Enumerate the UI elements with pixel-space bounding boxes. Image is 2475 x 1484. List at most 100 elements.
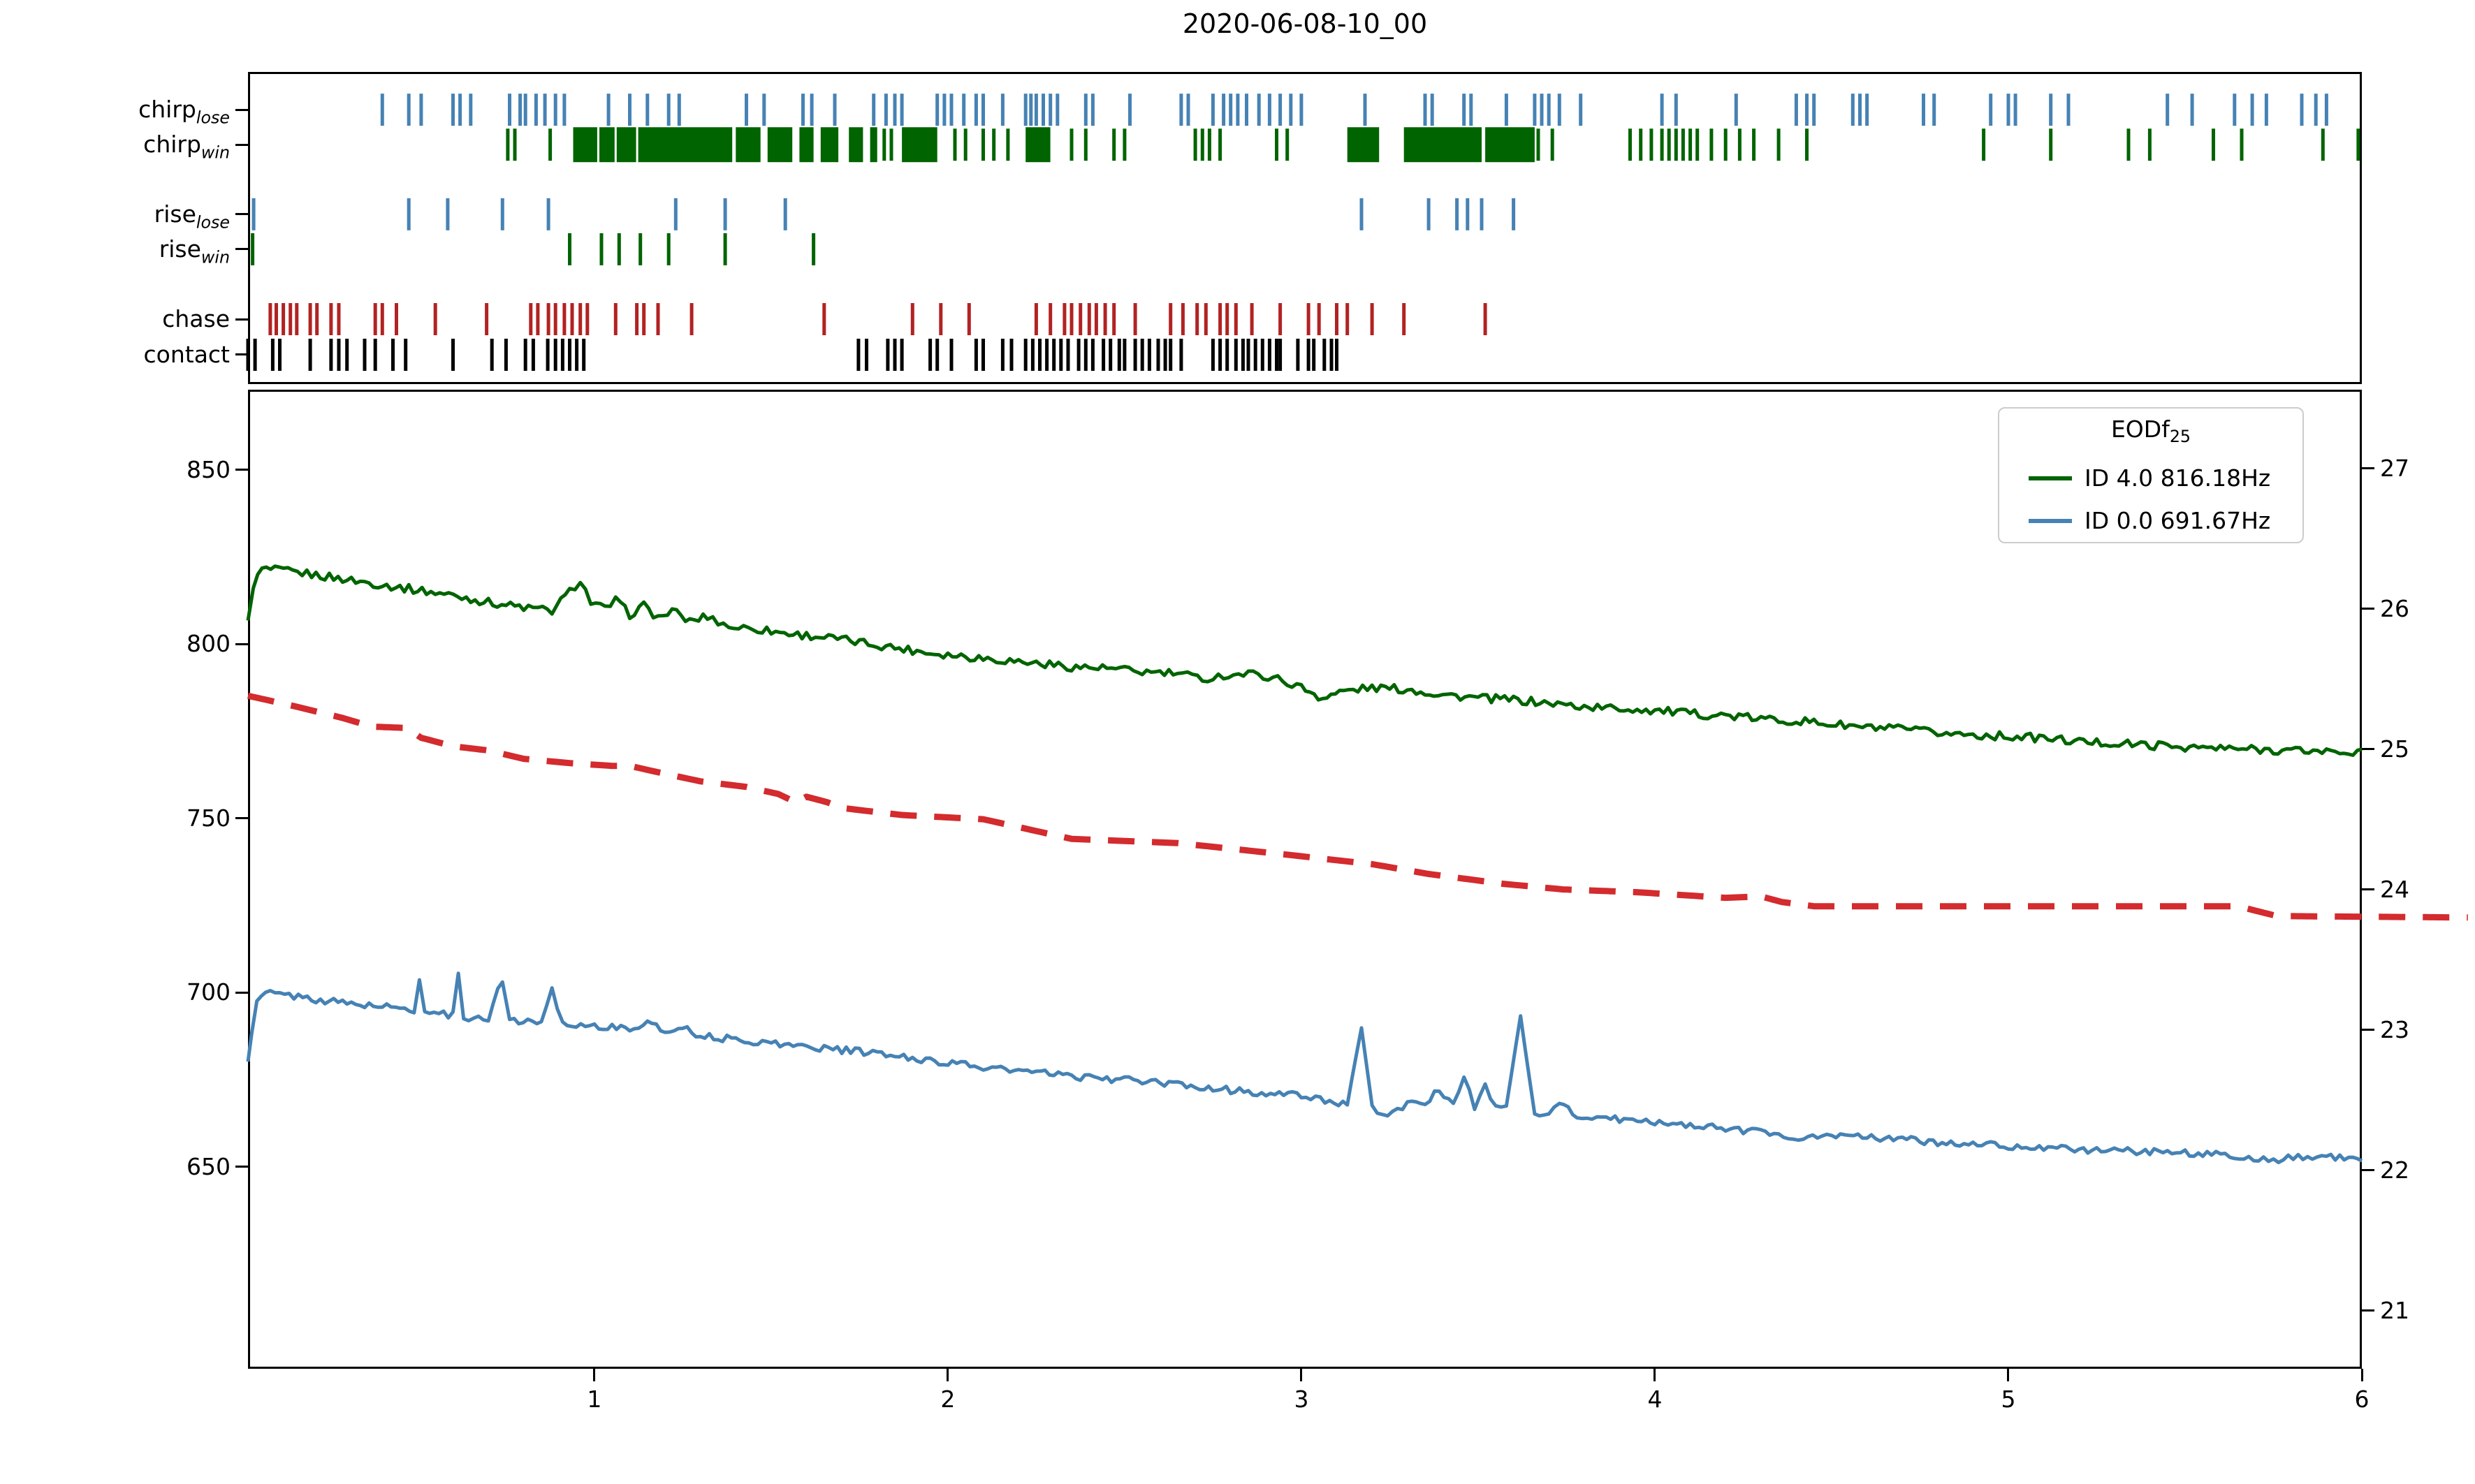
event-mark <box>1363 94 1367 126</box>
event-mark <box>278 339 282 371</box>
right-y-tick-label: 23 <box>2380 1015 2409 1043</box>
event-mark <box>2006 94 2010 126</box>
event-mark <box>585 303 590 335</box>
event-mark <box>606 94 611 126</box>
left-y-tick <box>235 991 248 994</box>
event-mark <box>935 339 940 371</box>
event-mark <box>1083 94 1088 126</box>
event-mark <box>308 339 312 371</box>
event-mark <box>942 94 947 126</box>
event-mark <box>1079 303 1083 335</box>
event-mark <box>1989 94 1993 126</box>
event-mark <box>1181 303 1185 335</box>
raster-row-label-contact: contact <box>143 340 231 368</box>
event-span <box>1485 127 1535 163</box>
event-mark <box>884 94 888 126</box>
event-mark <box>1069 303 1074 335</box>
event-mark <box>1245 94 1248 126</box>
event-mark <box>1234 339 1238 371</box>
event-mark <box>1335 339 1338 371</box>
event-mark <box>1723 128 1728 161</box>
event-mark <box>568 233 571 265</box>
event-mark <box>2356 128 2360 161</box>
event-span <box>870 127 877 163</box>
event-mark <box>578 303 583 335</box>
event-span <box>820 127 839 163</box>
event-mark <box>1480 198 1484 230</box>
event-mark <box>1133 339 1137 371</box>
event-mark <box>546 339 550 371</box>
event-mark <box>981 128 985 161</box>
legend-swatch-blue-line <box>2029 519 2072 523</box>
event-mark <box>1628 128 1632 161</box>
event-mark <box>1469 94 1473 126</box>
event-mark <box>1257 94 1261 126</box>
event-span <box>573 127 597 163</box>
event-mark <box>1260 339 1264 371</box>
event-mark <box>1504 94 1508 126</box>
event-mark <box>548 128 553 161</box>
right-y-tick <box>2362 1309 2374 1312</box>
event-mark <box>1296 339 1300 371</box>
legend-entry-label: ID 0.0 691.67Hz <box>2085 507 2271 534</box>
event-mark <box>1042 94 1045 126</box>
event-mark <box>1639 128 1643 161</box>
event-mark <box>506 128 510 161</box>
event-mark <box>329 303 333 335</box>
event-mark <box>1345 303 1350 335</box>
event-mark <box>935 94 940 126</box>
event-mark <box>1688 128 1693 161</box>
left-y-tick <box>235 469 248 471</box>
event-mark <box>1794 94 1798 126</box>
event-mark <box>490 339 494 371</box>
event-mark <box>1752 128 1756 161</box>
event-mark <box>543 94 547 126</box>
event-mark <box>1094 303 1098 335</box>
event-mark <box>599 233 604 265</box>
event-mark <box>1211 339 1215 371</box>
event-span <box>599 127 615 163</box>
event-mark <box>865 339 868 371</box>
event-mark <box>380 94 384 126</box>
raster-row-chase <box>268 303 1487 335</box>
event-mark <box>1267 94 1271 126</box>
event-mark <box>562 303 567 335</box>
event-mark <box>928 339 933 371</box>
event-mark <box>2324 94 2328 126</box>
event-mark <box>613 303 618 335</box>
event-mark <box>1285 128 1290 161</box>
event-mark <box>1335 303 1338 335</box>
event-mark <box>723 233 727 265</box>
event-mark <box>1218 339 1222 371</box>
event-mark <box>1737 128 1742 161</box>
event-span <box>902 127 937 163</box>
event-mark <box>1932 94 1936 126</box>
event-mark <box>1069 128 1074 161</box>
event-mark <box>1038 339 1042 371</box>
event-mark <box>900 339 904 371</box>
event-mark <box>1133 303 1137 335</box>
event-mark <box>910 303 914 335</box>
event-mark <box>812 233 816 265</box>
event-mark <box>363 339 367 371</box>
event-mark <box>485 303 489 335</box>
event-mark <box>329 339 333 371</box>
event-mark <box>1426 198 1431 230</box>
event-mark <box>2049 128 2053 161</box>
event-mark <box>2250 94 2254 126</box>
legend-title: EODf25 <box>2110 416 2191 447</box>
event-mark <box>433 303 437 335</box>
event-span <box>638 127 733 163</box>
event-mark <box>518 94 523 126</box>
event-mark <box>1169 303 1173 335</box>
event-mark <box>783 198 787 230</box>
event-mark <box>1275 128 1278 161</box>
event-mark <box>373 303 377 335</box>
event-mark <box>575 339 579 371</box>
raster-y-tick <box>235 248 248 251</box>
event-mark <box>962 94 966 126</box>
event-mark <box>1312 339 1316 371</box>
event-mark <box>1056 94 1060 126</box>
event-mark <box>673 198 678 230</box>
raster-row-label-chase: chase <box>162 305 230 333</box>
